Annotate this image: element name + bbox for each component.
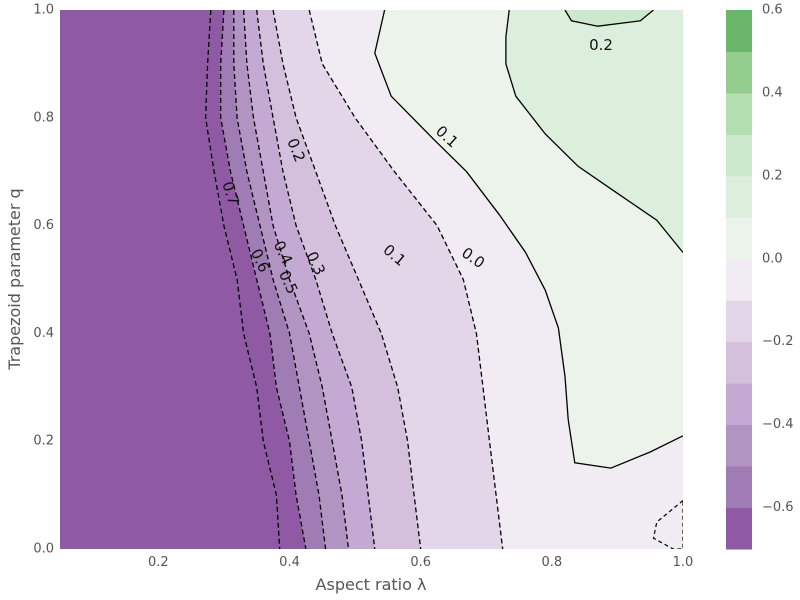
x-tick-label: 0.4 [279,555,300,570]
colorbar-segment [726,341,752,384]
contour-band-6 [273,10,503,549]
contour-line-1 [220,10,307,549]
colorbar-segment [726,175,752,218]
contour-line-5 [272,10,422,549]
colorbar-tick-label: 0.2 [762,168,783,183]
colorbar-tick-label: −0.2 [762,334,794,349]
contour-line-0 [204,10,281,549]
contour-line-4 [256,10,376,549]
contour-band-5 [256,10,421,549]
colorbar-segment [726,217,752,260]
contour-fills [60,10,683,549]
contour-lines [204,10,683,549]
y-tick-label: 0.6 [33,218,54,233]
contour-band-10 [565,10,654,27]
contour-band-1 [205,10,306,549]
contour-band-3 [233,10,349,549]
contour-band-4 [243,10,375,549]
colorbar-segment [726,10,752,52]
colorbar-segment [726,51,752,94]
colorbar-tick-label: −0.4 [762,417,794,432]
contour-line-7 [374,10,683,469]
y-tick-label: 0.4 [33,326,54,341]
contour-line-6 [308,10,504,549]
y-tick-label: 0.8 [33,110,54,125]
colorbar-segment [726,92,752,135]
contour-band-2 [220,10,326,549]
colorbar-tick-label: −0.6 [762,500,794,515]
y-tick-label: 0.2 [33,434,54,449]
contour-line-2 [233,10,327,549]
colorbar-tick-label: 0.4 [762,85,783,100]
contour-line-3 [242,10,350,549]
contour-band-lower-right [652,499,683,549]
contour-line-9 [564,10,654,27]
y-axis-label: Trapezoid parameter q [5,188,24,370]
contour-label-9: 0.2 [589,36,613,54]
colorbar-ticks: 0.6 0.4 0.2 0.0 −0.2 −0.4 −0.6 [762,3,794,516]
x-tick-label: 0.8 [541,555,562,570]
colorbar-segment [726,383,752,426]
contour-band-8 [374,10,683,469]
y-axis-ticks: 0.0 0.2 0.4 0.6 0.8 1.0 [33,3,54,557]
x-tick-label: 0.6 [410,555,431,570]
contour-line-8 [505,10,683,253]
colorbar-tick-label: 0.6 [762,3,783,18]
colorbar-segment [726,134,752,177]
colorbar-segment [726,424,752,467]
colorbar [726,10,752,550]
x-axis-ticks: 0.2 0.4 0.6 0.8 1.0 [148,555,693,570]
colorbar-tick-label: 0.0 [762,251,783,266]
colorbar-segment [726,258,752,301]
colorbar-segment [726,300,752,343]
y-tick-label: 1.0 [33,3,54,18]
contour-band-9 [505,10,683,253]
contour-band-7 [309,10,683,549]
contour-band-0 [60,10,280,549]
x-tick-label: 1.0 [673,555,694,570]
y-tick-label: 0.0 [33,542,54,557]
x-tick-label: 0.2 [148,555,169,570]
x-axis-label: Aspect ratio λ [316,575,427,594]
colorbar-segment [726,507,752,550]
colorbar-segment [726,466,752,509]
